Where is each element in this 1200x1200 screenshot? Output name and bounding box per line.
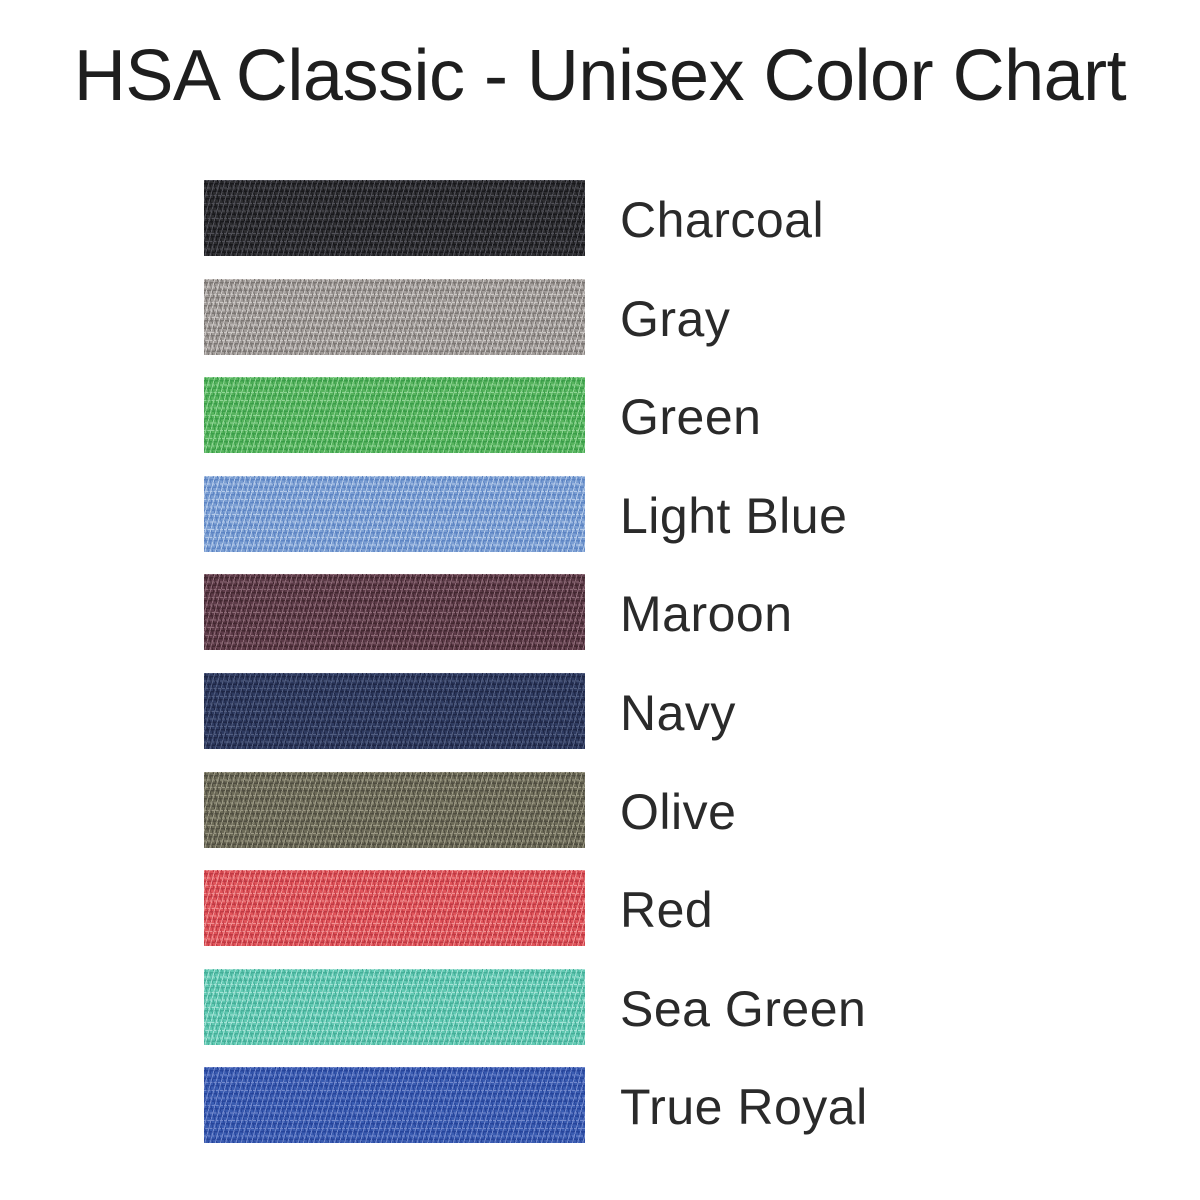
color-row: Gray <box>204 278 868 355</box>
color-row: Sea Green <box>204 968 868 1045</box>
color-label: Gray <box>620 290 731 347</box>
color-row: Navy <box>204 672 868 749</box>
color-label: True Royal <box>620 1079 868 1136</box>
color-row: Charcoal <box>204 180 868 256</box>
color-label: Sea Green <box>620 980 867 1037</box>
fabric-swatch <box>204 870 585 947</box>
fabric-swatch <box>204 771 585 848</box>
color-row: True Royal <box>204 1067 868 1144</box>
fabric-swatch <box>204 672 585 749</box>
page-title: HSA Classic - Unisex Color Chart <box>73 36 1127 116</box>
color-rows: Charcoal Gray Green Light Blue Maroon Na… <box>204 180 868 1166</box>
fabric-swatch <box>204 278 585 355</box>
fabric-swatch <box>204 1067 585 1144</box>
color-label: Navy <box>620 684 736 741</box>
fabric-swatch <box>204 968 585 1045</box>
color-label: Maroon <box>620 586 793 643</box>
color-label: Light Blue <box>620 487 848 544</box>
fabric-swatch <box>204 180 585 256</box>
color-label: Green <box>620 389 762 446</box>
fabric-swatch <box>204 475 585 552</box>
color-row: Green <box>204 377 868 454</box>
color-row: Light Blue <box>204 475 868 552</box>
color-label: Red <box>620 882 714 939</box>
color-label: Olive <box>620 783 737 840</box>
color-row: Red <box>204 870 868 947</box>
fabric-swatch <box>204 377 585 454</box>
color-label: Charcoal <box>620 192 825 248</box>
fabric-swatch <box>204 574 585 651</box>
color-row: Maroon <box>204 574 868 651</box>
color-row: Olive <box>204 771 868 848</box>
